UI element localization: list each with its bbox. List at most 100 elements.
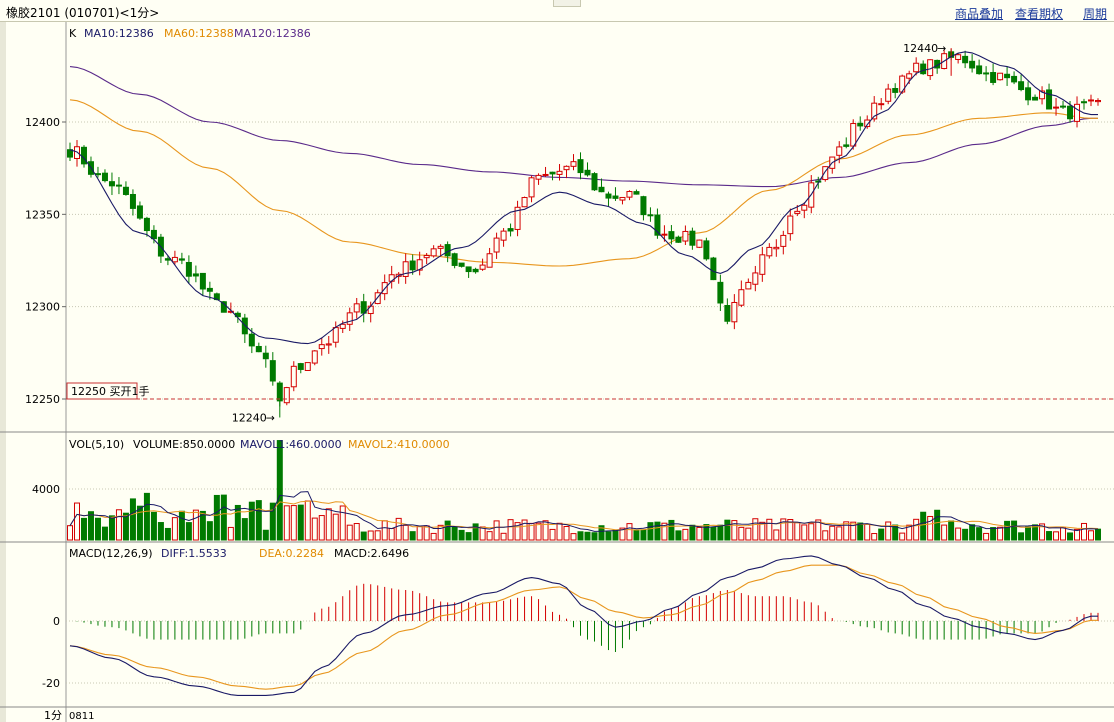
candle-body <box>738 289 745 306</box>
volume-bar <box>1095 528 1101 541</box>
volume-bar <box>591 532 598 541</box>
volume-bar <box>773 529 780 541</box>
volume-bar <box>157 522 164 541</box>
candle-body <box>710 257 717 281</box>
volume-bar <box>395 517 402 541</box>
volume-bar <box>801 524 808 541</box>
volume-bar <box>808 523 815 541</box>
volume-bar <box>717 524 724 541</box>
candle-body <box>1067 105 1074 120</box>
volume-bar <box>780 518 787 541</box>
volume-bar <box>948 520 955 541</box>
volume-bar <box>171 517 178 541</box>
macd-y-tick-label: 0 <box>53 615 60 628</box>
ma120-path <box>69 66 1098 188</box>
volume-bar <box>654 521 661 541</box>
dea-line <box>69 564 1098 690</box>
left-scroll-strip[interactable] <box>0 22 6 722</box>
candle-body <box>535 174 542 180</box>
volume-bar <box>794 522 801 541</box>
candle-body <box>185 261 192 277</box>
volume-bar <box>290 505 297 541</box>
candle-body <box>1018 81 1025 91</box>
volume-bar <box>150 511 157 541</box>
candle-body <box>619 196 626 201</box>
volume-bar <box>976 527 983 541</box>
volume-bar <box>913 518 920 541</box>
volume-bar <box>213 494 220 541</box>
order-label-box[interactable] <box>66 382 138 400</box>
mavol2-path <box>69 500 1099 531</box>
volume-bar <box>472 523 479 541</box>
collapse-handle[interactable] <box>553 0 581 7</box>
candle-body <box>920 63 927 75</box>
volume-bar <box>67 525 73 541</box>
candle-body <box>1074 103 1081 122</box>
volume-bar <box>73 502 80 541</box>
candle-body <box>1011 75 1018 83</box>
candle-body <box>955 54 962 60</box>
candle-body <box>402 261 409 277</box>
candle-body <box>458 262 465 267</box>
volume-bar <box>521 519 528 541</box>
volume-bar <box>360 531 367 541</box>
volume-bar <box>710 526 717 541</box>
overlay-instrument-link[interactable]: 商品叠加 <box>955 7 1004 21</box>
vol-legend-name: VOL(5,10) <box>69 438 124 451</box>
volume-bar <box>1011 520 1018 541</box>
mavol2-line <box>69 500 1099 531</box>
volume-bar <box>444 520 451 541</box>
volume-bar <box>437 524 444 541</box>
vol-y-ticks: 4000 <box>32 483 60 496</box>
candle-body <box>1046 89 1053 110</box>
candle-body <box>129 193 136 209</box>
candle-body <box>633 191 640 195</box>
volume-bar <box>647 522 654 541</box>
volume-bar <box>220 494 227 541</box>
volume-bar <box>1032 524 1039 541</box>
candle-body <box>311 350 318 364</box>
candle-body <box>472 268 479 273</box>
candle-body <box>990 72 997 83</box>
candle-body <box>724 305 731 322</box>
volume-bar <box>115 509 122 541</box>
volume-bar <box>899 532 906 541</box>
view-options-link[interactable]: 查看期权 <box>1015 7 1064 21</box>
candle-body <box>675 236 682 243</box>
volume-bar <box>1039 523 1046 541</box>
candle-body <box>479 264 486 270</box>
candle-body <box>67 149 73 158</box>
candle-body <box>584 169 591 176</box>
macd-histogram <box>76 583 1099 652</box>
candle-body <box>465 266 472 273</box>
candle-body <box>752 272 759 285</box>
volume-bar <box>878 528 885 541</box>
volume-bar <box>87 511 94 541</box>
volume-bar <box>269 502 276 541</box>
volume-bar <box>1025 526 1032 541</box>
volume-bar <box>934 509 941 541</box>
candle-body <box>451 253 458 266</box>
candle-body <box>101 172 108 182</box>
volume-bar <box>241 518 248 541</box>
volume-bar <box>556 522 563 541</box>
volume-bar <box>549 528 556 541</box>
volume-bar <box>941 524 948 541</box>
candle-body <box>283 387 290 404</box>
volume-bar <box>346 524 353 541</box>
period-link[interactable]: 周期 <box>1083 7 1108 21</box>
candle-body <box>703 240 710 260</box>
volume-bar <box>276 440 283 541</box>
volume-bar <box>612 529 619 541</box>
volume-bar <box>325 508 332 541</box>
vol-y-tick-label: 4000 <box>32 483 60 496</box>
candle-body <box>871 102 878 120</box>
candle-body <box>493 237 500 253</box>
volume-bar <box>584 531 591 541</box>
candle-body <box>1025 87 1032 101</box>
volume-bar <box>822 530 829 541</box>
kline-legend-ma10: MA10:12386 <box>84 27 154 40</box>
vol-legend-mavol1: MAVOL1:460.0000 <box>240 438 342 451</box>
